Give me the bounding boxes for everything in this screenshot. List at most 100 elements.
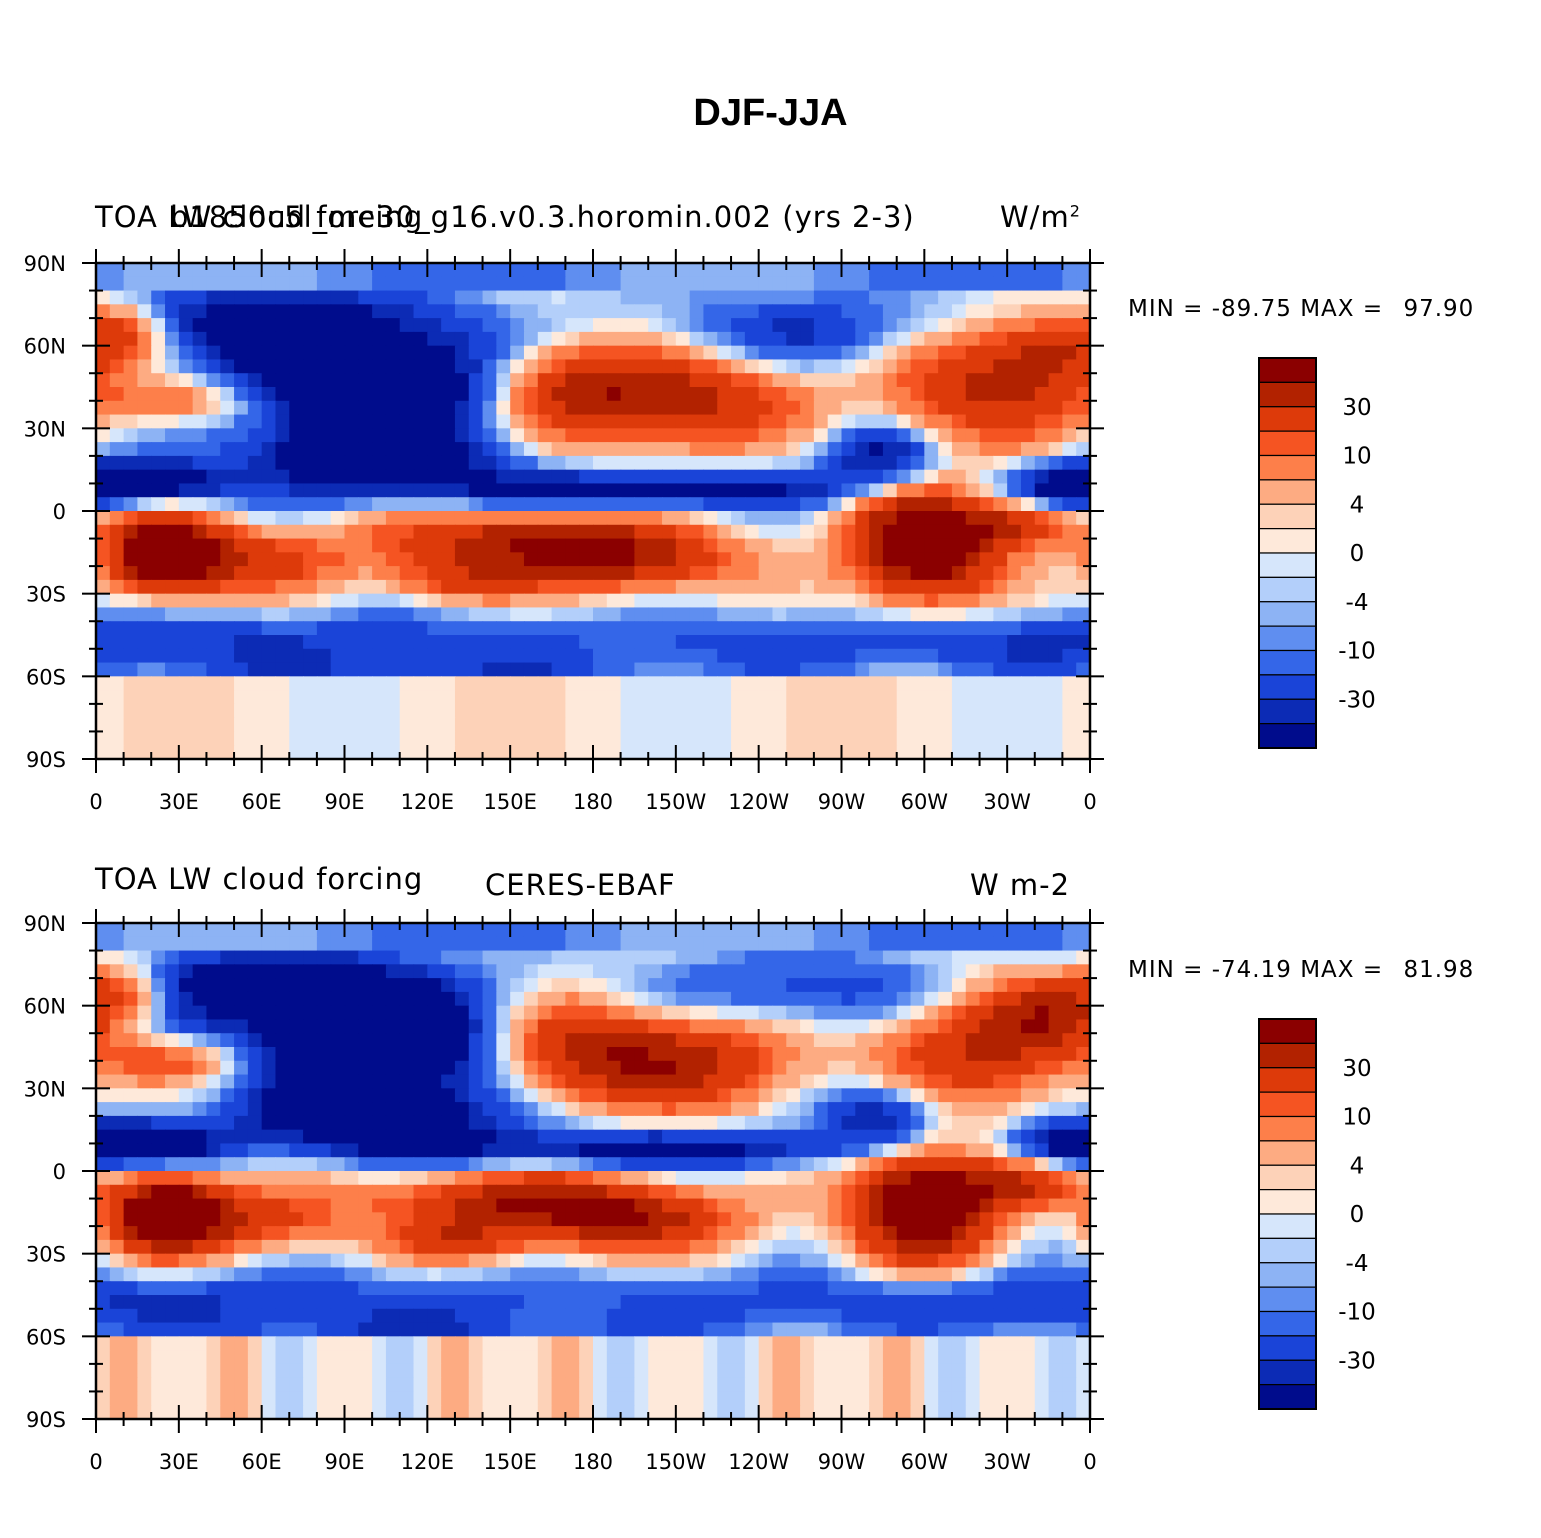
- field-cell: [924, 1184, 939, 1200]
- field-cell: [648, 1033, 663, 1048]
- field-cell: [441, 276, 456, 292]
- field-cell: [896, 1253, 912, 1269]
- field-cell: [137, 483, 152, 498]
- field-cell: [165, 648, 180, 664]
- field-cell: [896, 538, 912, 553]
- field-cell: [593, 290, 608, 305]
- field-cell: [206, 497, 221, 512]
- field-cell: [606, 690, 622, 705]
- field-cell: [1076, 1267, 1091, 1282]
- field-cell: [827, 923, 843, 938]
- field-cell: [786, 414, 801, 429]
- field-cell: [165, 1033, 180, 1048]
- field-cell: [675, 538, 691, 553]
- field-cell: [1034, 497, 1050, 512]
- field-cell: [220, 400, 235, 416]
- field-cell: [427, 745, 442, 760]
- field-cell: [234, 1088, 249, 1103]
- field-cell: [441, 676, 456, 691]
- field-cell: [993, 359, 1008, 374]
- field-cell: [510, 1074, 525, 1089]
- field-cell: [316, 1060, 332, 1076]
- field-cell: [220, 1019, 235, 1034]
- field-cell: [744, 1295, 760, 1310]
- field-cell: [537, 1019, 553, 1034]
- field-cell: [165, 717, 180, 733]
- field-cell: [496, 511, 511, 526]
- field-cell: [565, 1019, 580, 1034]
- field-cell: [96, 1047, 111, 1062]
- field-cell: [1076, 936, 1091, 952]
- colorbar-label: 10: [1342, 444, 1371, 470]
- field-cell: [247, 538, 263, 553]
- field-cell: [993, 662, 1008, 677]
- field-cell: [1034, 1102, 1050, 1117]
- field-cell: [579, 1102, 594, 1117]
- field-cell: [178, 304, 194, 319]
- field-cell: [593, 936, 608, 952]
- field-cell: [731, 483, 746, 498]
- field-cell: [744, 442, 760, 457]
- field-cell: [731, 1033, 746, 1048]
- field-cell: [675, 1308, 691, 1324]
- field-cell: [468, 1212, 484, 1227]
- field-cell: [275, 524, 290, 540]
- field-cell: [965, 1171, 981, 1186]
- field-cell: [220, 991, 235, 1007]
- field-cell: [316, 1184, 332, 1200]
- panel-2-left-string: TOA LW cloud forcing: [95, 862, 424, 896]
- field-cell: [689, 1239, 705, 1255]
- field-cell: [1007, 455, 1022, 471]
- field-cell: [910, 538, 925, 553]
- field-cell: [675, 263, 691, 278]
- field-cell: [510, 1060, 525, 1076]
- field-cell: [841, 1226, 856, 1241]
- field-cell: [523, 373, 539, 388]
- field-cell: [551, 483, 566, 498]
- field-cell: [454, 703, 470, 719]
- field-cell: [565, 579, 580, 595]
- field-cell: [827, 318, 843, 333]
- field-cell: [178, 1047, 194, 1062]
- field-cell: [96, 635, 111, 650]
- field-cell: [620, 1102, 636, 1117]
- field-cell: [330, 1171, 346, 1186]
- field-cell: [827, 690, 843, 705]
- field-cell: [427, 1239, 442, 1255]
- field-cell: [882, 923, 898, 938]
- field-cell: [385, 662, 401, 677]
- field-cell: [289, 579, 304, 595]
- field-cell: [1048, 1102, 1063, 1117]
- field-cell: [192, 607, 208, 622]
- field-cell: [593, 1308, 608, 1324]
- field-cell: [123, 1115, 139, 1131]
- field-cell: [703, 1239, 718, 1255]
- field-cell: [772, 483, 787, 498]
- field-cell: [896, 950, 912, 965]
- field-cell: [1034, 1253, 1050, 1269]
- field-cell: [344, 950, 359, 965]
- field-cell: [289, 428, 304, 443]
- field-cell: [137, 1198, 152, 1213]
- field-cell: [579, 1198, 594, 1213]
- field-cell: [303, 579, 318, 595]
- field-cell: [924, 676, 939, 691]
- field-cell: [910, 621, 925, 636]
- field-cell: [123, 1239, 139, 1255]
- field-cell: [731, 1198, 746, 1213]
- field-cell: [358, 1281, 373, 1296]
- field-cell: [800, 745, 815, 760]
- field-cell: [593, 1239, 608, 1255]
- field-cell: [178, 1102, 194, 1117]
- field-cell: [675, 579, 691, 595]
- field-cell: [220, 662, 235, 677]
- field-cell: [882, 717, 898, 733]
- field-cell: [96, 621, 111, 636]
- field-cell: [717, 1102, 732, 1117]
- field-cell: [413, 731, 428, 746]
- field-cell: [206, 442, 221, 457]
- field-cell: [275, 1033, 290, 1048]
- field-cell: [579, 1033, 594, 1048]
- field-cell: [606, 552, 622, 567]
- field-cell: [289, 1047, 304, 1062]
